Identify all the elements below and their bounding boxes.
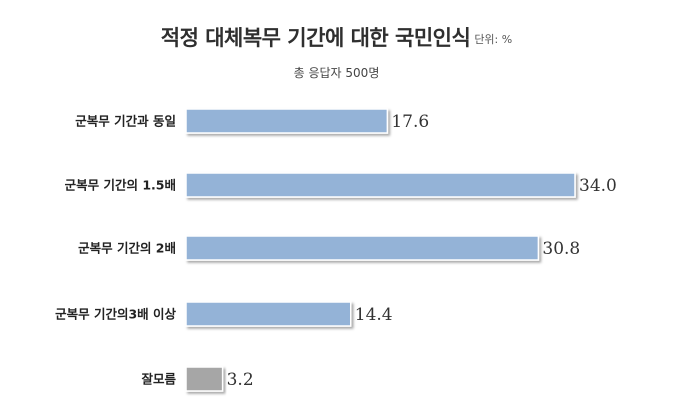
category-label: 군복무 기간의 2배	[78, 241, 176, 256]
value-label: 30.8	[542, 239, 580, 259]
bar	[185, 108, 389, 134]
value-label: 17.6	[391, 112, 429, 132]
chart-title-row: 적정 대체복무 기간에 대한 국민인식 단위: %	[0, 22, 673, 52]
chart-subtitle: 총 응답자 500명	[293, 66, 380, 80]
bar	[185, 366, 224, 392]
category-label: 군복무 기간과 동일	[75, 114, 176, 129]
chart-title: 적정 대체복무 기간에 대한 국민인식	[160, 26, 471, 50]
unit-label: 단위: %	[474, 33, 513, 46]
value-label: 14.4	[355, 305, 393, 325]
bar	[185, 235, 540, 261]
bar	[185, 172, 576, 198]
category-label: 잘모름	[141, 372, 176, 387]
category-label: 군복무 기간의 1.5배	[65, 178, 176, 193]
category-label: 군복무 기간의3배 이상	[55, 307, 176, 322]
value-label: 3.2	[227, 370, 254, 390]
bar	[185, 301, 352, 327]
value-label: 34.0	[579, 176, 617, 196]
